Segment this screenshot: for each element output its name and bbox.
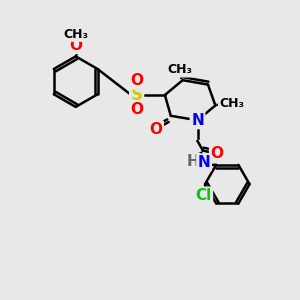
Text: CH₃: CH₃ <box>219 98 244 110</box>
Text: Cl: Cl <box>195 188 212 203</box>
Text: CH₃: CH₃ <box>167 63 192 76</box>
Text: N: N <box>198 155 211 170</box>
Text: O: O <box>130 102 143 117</box>
Text: O: O <box>130 73 143 88</box>
Text: O: O <box>149 122 162 137</box>
Text: S: S <box>130 86 142 104</box>
Text: O: O <box>69 38 82 52</box>
Text: CH₃: CH₃ <box>63 28 88 40</box>
Text: N: N <box>191 113 204 128</box>
Text: O: O <box>210 146 224 161</box>
Text: H: H <box>187 154 200 169</box>
